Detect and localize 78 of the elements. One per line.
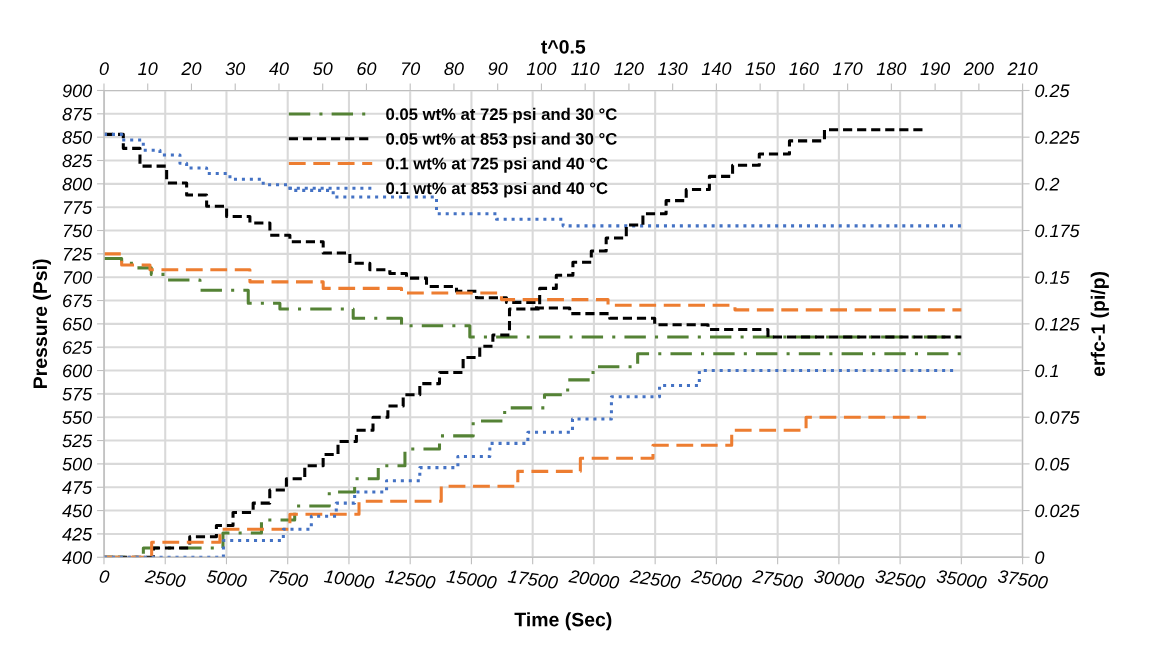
x-tick-label: 40 — [269, 62, 289, 76]
x-tick-label: 80 — [444, 62, 464, 76]
x-tick-label: 22500 — [629, 569, 681, 590]
x-tick-label: 180 — [876, 62, 907, 76]
y-tick-label: 550 — [62, 411, 93, 424]
y-tick-label: 450 — [62, 504, 93, 518]
y-tick-label: 725 — [63, 247, 93, 261]
x-tick-label: 160 — [789, 62, 819, 76]
x-tick-label: 27500 — [752, 569, 804, 590]
y-tick-label: 625 — [63, 341, 93, 354]
x-tick-label: 10 — [138, 62, 158, 76]
x-tick-label: 25000 — [690, 569, 743, 590]
x-tick-label: 0 — [99, 569, 110, 584]
x-tick-label: 12500 — [385, 569, 437, 590]
x-tick-label: 60 — [357, 62, 377, 76]
legend-label: 0.05 wt% at 725 psi and 30 °C — [386, 107, 617, 124]
x-tick-label: 210 — [1007, 62, 1038, 76]
x-tick-label: 130 — [658, 62, 688, 76]
x-tick-label: 200 — [963, 62, 994, 76]
x-tick-label: 170 — [833, 62, 863, 76]
x-tick-label: 50 — [313, 62, 333, 76]
x-tick-label: 100 — [526, 62, 557, 76]
y-tick-label: 600 — [63, 364, 93, 378]
y-tick-label: 700 — [63, 271, 93, 284]
x-tick-label: 32500 — [875, 569, 926, 590]
y-axis-title: erfc-1 (pi/p) — [1090, 271, 1109, 377]
y-tick-label: 900 — [62, 84, 93, 98]
y-tick-label: 0 — [1035, 551, 1045, 564]
y-tick-label: 500 — [62, 457, 93, 471]
x-tick-label: 70 — [402, 62, 421, 76]
y-tick-label: 575 — [62, 388, 93, 401]
y-tick-label: 0.2 — [1035, 177, 1060, 191]
x-tick-label: 150 — [745, 62, 776, 76]
x-tick-label: 35000 — [936, 569, 988, 590]
x-tick-label: 90 — [488, 62, 508, 76]
y-tick-label: 525 — [62, 434, 93, 448]
y-tick-label: 400 — [62, 551, 93, 564]
y-tick-label: 675 — [63, 294, 93, 308]
y-tick-label: 0.175 — [1035, 224, 1080, 238]
y-tick-label: 475 — [62, 481, 93, 494]
x-tick-label: 20 — [181, 62, 202, 76]
y-tick-label: 0.025 — [1035, 504, 1080, 518]
y-tick-label: 0.125 — [1035, 317, 1080, 331]
x-tick-label: 190 — [920, 62, 951, 76]
y-tick-label: 850 — [62, 131, 93, 144]
legend-label: 0.05 wt% at 853 psi and 30 °C — [386, 132, 617, 149]
x-tick-label: 30000 — [813, 569, 865, 590]
y-tick-label: 750 — [63, 224, 93, 238]
y-tick-label: 0.15 — [1035, 271, 1070, 284]
x-tick-label: 140 — [701, 62, 732, 76]
x-axis-title: Time (Sec) — [514, 612, 612, 631]
y-tick-label: 0.05 — [1035, 457, 1070, 471]
y-axis-title: Pressure (Psi) — [32, 259, 51, 388]
legend-label: 0.1 wt% at 725 psi and 40 °C — [386, 157, 608, 173]
x-tick-label: 37500 — [997, 569, 1049, 590]
x-tick-label: 0 — [99, 62, 109, 76]
y-tick-label: 0.225 — [1035, 131, 1080, 144]
x-tick-label: 5000 — [206, 569, 248, 588]
y-tick-label: 0.075 — [1035, 411, 1080, 424]
y-tick-label: 875 — [62, 107, 93, 121]
x-tick-label: 7500 — [269, 569, 309, 588]
x-tick-label: 120 — [614, 62, 644, 76]
y-tick-label: 800 — [62, 177, 93, 191]
y-tick-label: 0.1 — [1035, 364, 1058, 378]
x-tick-label: 30 — [225, 62, 246, 76]
y-tick-label: 775 — [63, 201, 93, 214]
x-tick-label: 10000 — [323, 569, 375, 590]
x-tick-label: 17500 — [507, 569, 559, 590]
y-tick-label: 650 — [63, 317, 93, 331]
x-tick-label: 20000 — [568, 569, 620, 590]
y-tick-label: 825 — [62, 154, 93, 168]
y-tick-label: 425 — [62, 527, 93, 541]
x-tick-label: 15000 — [446, 569, 498, 590]
x-tick-label: 110 — [571, 62, 600, 76]
x-axis-title: t^0.5 — [541, 39, 586, 54]
y-tick-label: 0.25 — [1035, 84, 1070, 98]
x-tick-label: 2500 — [144, 569, 187, 588]
legend-label: 0.1 wt% at 853 psi and 40 °C — [386, 181, 608, 198]
